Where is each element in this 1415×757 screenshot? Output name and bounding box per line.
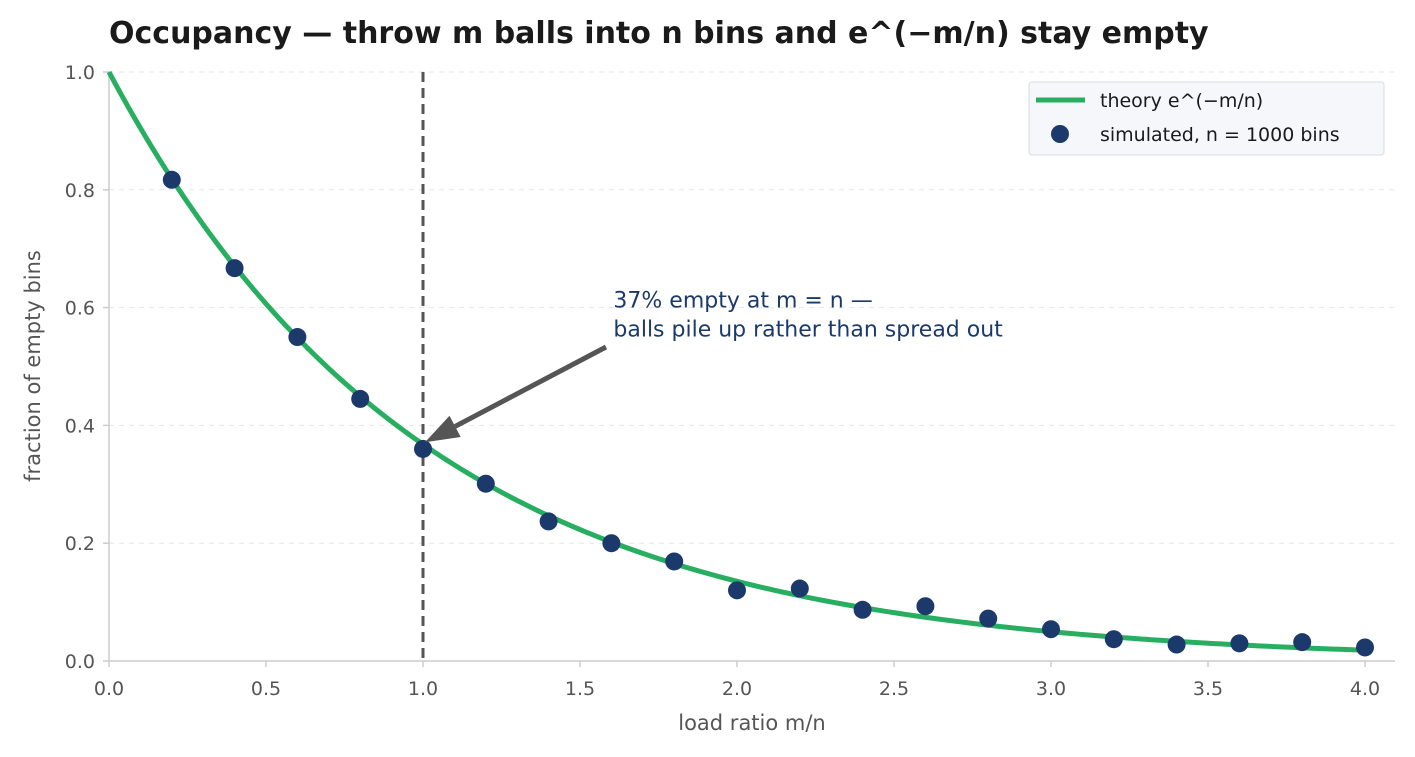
simulated-point	[602, 534, 621, 553]
x-tick-label: 1.0	[408, 678, 438, 700]
x-tick-label: 2.5	[879, 678, 909, 700]
y-tick-label: 0.4	[65, 415, 95, 437]
simulated-point	[162, 170, 181, 189]
simulated-point	[1042, 620, 1060, 639]
simulated-point	[476, 474, 495, 493]
y-tick-label: 0.8	[65, 180, 95, 202]
x-axis-label: load ratio m/n	[678, 711, 826, 735]
simulated-point	[728, 581, 746, 600]
simulated-point	[1230, 634, 1249, 653]
legend-label-simulated: simulated, n = 1000 bins	[1100, 124, 1340, 146]
annotation: 37% empty at m = n — balls pile up rather…	[425, 289, 1003, 443]
simulated-point	[351, 389, 370, 408]
x-tick-label: 3.5	[1193, 678, 1223, 700]
axes-layer: 0.0 0.2 0.4 0.6 0.8 1.0 0.0 0.5 1.0 1.5 2.0 2.5 3.0 3…	[65, 62, 1395, 700]
theory-line-layer	[106, 70, 1366, 653]
simulated-point	[414, 439, 432, 458]
grid-layer	[109, 71, 1395, 544]
simulated-point	[539, 512, 558, 531]
y-tick-label: 0.2	[65, 533, 95, 555]
simulated-point	[288, 328, 307, 347]
legend-dot-swatch	[1051, 125, 1069, 143]
simulated-point	[225, 259, 244, 278]
annotation-text: balls pile up rather than spread out	[613, 318, 1003, 343]
simulated-point	[1293, 633, 1312, 652]
legend: theory e^(−m/n) simulated, n = 1000 bins	[1028, 81, 1385, 156]
y-tick-label: 0.0	[65, 651, 95, 673]
simulated-point	[916, 597, 935, 616]
y-tick-label: 0.6	[65, 298, 95, 320]
y-tick-label: 1.0	[65, 62, 95, 84]
chart-title: Occupancy — throw m balls into n bins an…	[109, 16, 1209, 51]
x-tick-label: 4.0	[1350, 678, 1380, 700]
simulated-point	[853, 600, 872, 619]
legend-box	[1028, 81, 1385, 156]
legend-label-theory: theory e^(−m/n)	[1100, 90, 1263, 112]
simulated-point	[1104, 630, 1123, 649]
simulated-points-layer	[162, 170, 1374, 657]
simulated-point	[790, 579, 809, 598]
x-tick-label: 2.0	[722, 678, 752, 700]
simulated-point	[979, 609, 998, 628]
x-tick-label: 1.5	[565, 678, 595, 700]
x-tick-label: 3.0	[1036, 678, 1066, 700]
x-tick-label: 0.5	[251, 678, 281, 700]
theory-line	[106, 70, 1366, 653]
annotation-text: 37% empty at m = n —	[613, 289, 872, 314]
annotation-arrow-head	[425, 415, 461, 443]
y-axis-label: fraction of empty bins	[21, 250, 45, 482]
x-tick-label: 0.0	[94, 678, 124, 700]
simulated-point	[1356, 638, 1374, 657]
annotation-arrow-shaft	[453, 344, 608, 429]
simulated-point	[1167, 635, 1186, 654]
simulated-point	[665, 552, 684, 571]
